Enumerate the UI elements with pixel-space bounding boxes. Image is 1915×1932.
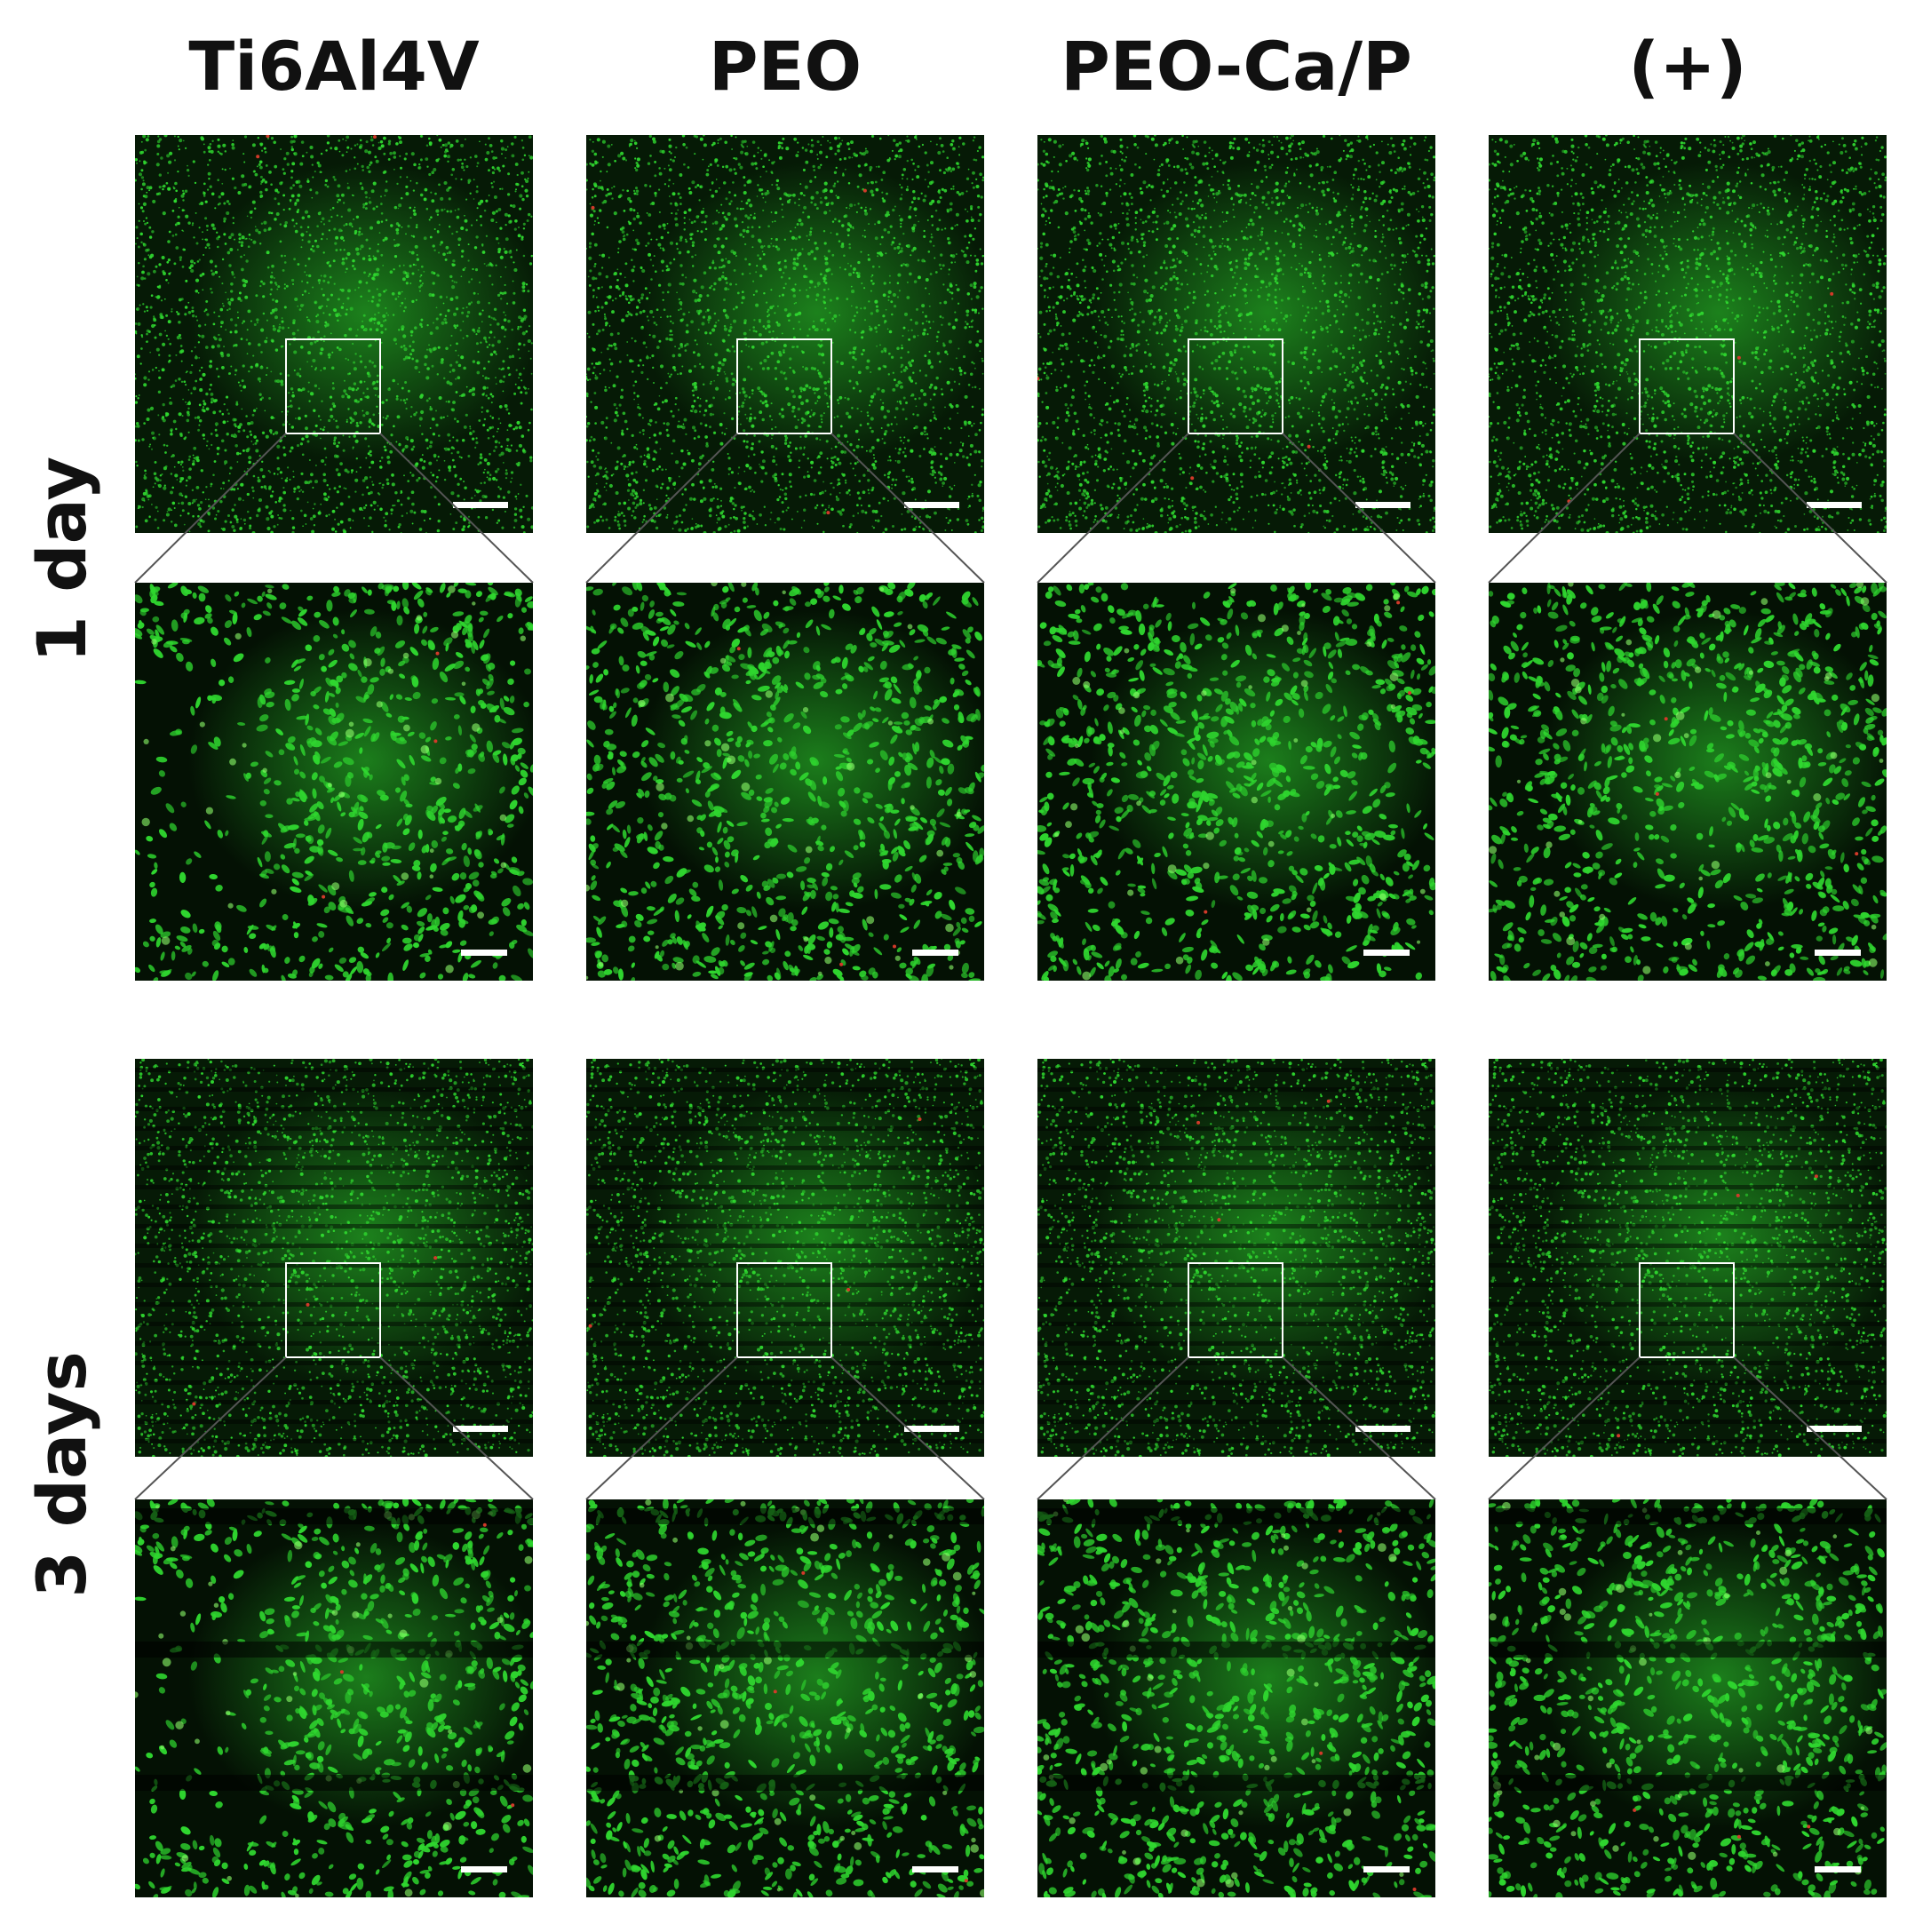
panel-day3-peo-cap-zoom xyxy=(1037,1499,1435,1897)
scale-bar xyxy=(1815,950,1861,956)
scale-bar xyxy=(912,950,958,956)
scale-bar xyxy=(1807,1426,1862,1432)
scale-bar xyxy=(461,1866,507,1872)
scale-bar xyxy=(1355,502,1410,508)
scale-bar xyxy=(453,502,508,508)
scale-bar xyxy=(904,502,959,508)
panel-day3-positive-control-zoom xyxy=(1489,1499,1887,1897)
scale-bar xyxy=(1363,950,1410,956)
panel-day1-positive-control-zoom xyxy=(1489,583,1887,981)
scale-bar xyxy=(461,950,507,956)
column-title-ti6al4v: Ti6Al4V xyxy=(135,18,533,115)
scale-bar xyxy=(1815,1866,1861,1872)
scale-bar xyxy=(1355,1426,1410,1432)
micrograph-image xyxy=(135,1059,533,1457)
column-title-peo: PEO xyxy=(586,18,984,115)
column-title-peo-cap: PEO-Ca/P xyxy=(1037,18,1435,115)
panel-day1-ti6al4v-zoom xyxy=(135,583,533,981)
micrograph-image xyxy=(586,1499,984,1897)
micrograph-image xyxy=(1037,1499,1435,1897)
inset-region-box xyxy=(285,338,381,434)
scale-bar xyxy=(453,1426,508,1432)
inset-region-box xyxy=(1639,1262,1735,1358)
micrograph-image xyxy=(135,135,533,533)
micrograph-image xyxy=(1489,583,1887,981)
scale-bar xyxy=(1807,502,1862,508)
inset-region-box xyxy=(1639,338,1735,434)
inset-region-box xyxy=(1188,338,1283,434)
micrograph-image xyxy=(1037,1059,1435,1457)
panel-day3-ti6al4v-overview xyxy=(135,1059,533,1457)
panel-day1-peo-zoom xyxy=(586,583,984,981)
micrograph-image xyxy=(1489,1499,1887,1897)
scale-bar xyxy=(1363,1866,1410,1872)
row-label-3-days: 3 days xyxy=(18,1315,107,1634)
panel-day3-ti6al4v-zoom xyxy=(135,1499,533,1897)
panel-day3-positive-control-overview xyxy=(1489,1059,1887,1457)
micrograph-image xyxy=(135,583,533,981)
inset-region-box xyxy=(736,338,832,434)
panel-day3-peo-zoom xyxy=(586,1499,984,1897)
inset-region-box xyxy=(285,1262,381,1358)
micrograph-image xyxy=(1489,1059,1887,1457)
micrograph-image xyxy=(1037,135,1435,533)
panel-day1-peo-overview xyxy=(586,135,984,533)
panel-day1-peo-cap-zoom xyxy=(1037,583,1435,981)
micrograph-image xyxy=(135,1499,533,1897)
micrograph-image xyxy=(1489,135,1887,533)
micrograph-image xyxy=(586,583,984,981)
panel-day3-peo-cap-overview xyxy=(1037,1059,1435,1457)
micrograph-image xyxy=(586,135,984,533)
inset-region-box xyxy=(736,1262,832,1358)
row-label-1-day: 1 day xyxy=(18,400,107,720)
micrograph-image xyxy=(1037,583,1435,981)
column-title-positive-control: (+) xyxy=(1489,18,1887,115)
panel-day1-positive-control-overview xyxy=(1489,135,1887,533)
scale-bar xyxy=(912,1866,958,1872)
panel-day1-peo-cap-overview xyxy=(1037,135,1435,533)
panel-day1-ti6al4v-overview xyxy=(135,135,533,533)
scale-bar xyxy=(904,1426,959,1432)
panel-day3-peo-overview xyxy=(586,1059,984,1457)
micrograph-image xyxy=(586,1059,984,1457)
inset-region-box xyxy=(1188,1262,1283,1358)
